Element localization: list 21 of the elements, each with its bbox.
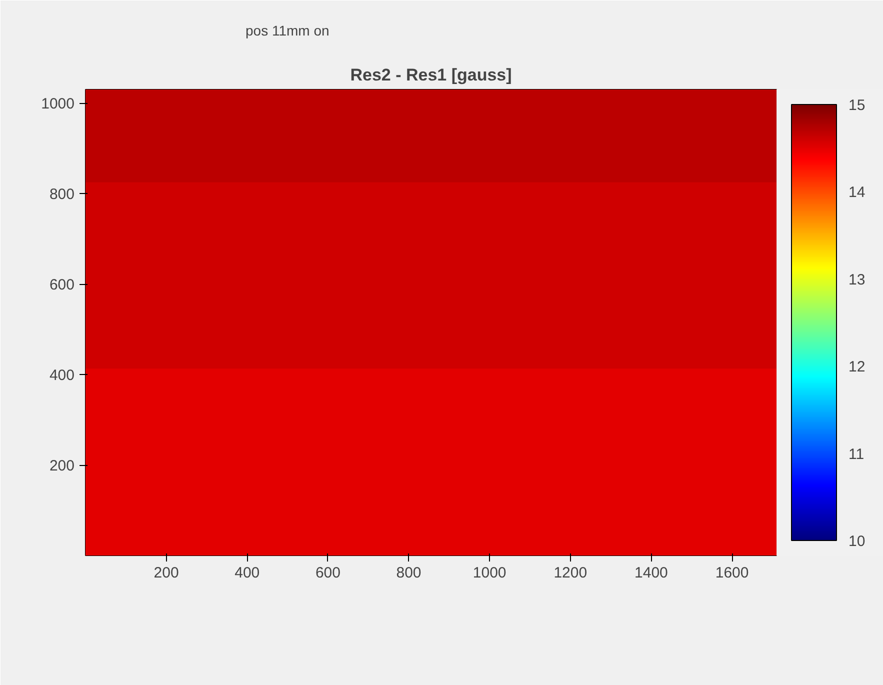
x-tick-label: 800	[396, 564, 422, 582]
color-bar-label: 10	[848, 533, 866, 550]
color-bar-label: 15	[848, 97, 866, 114]
y-tick-label: 400	[49, 367, 75, 384]
text: pos 11mm on	[246, 22, 330, 38]
x-tick-label: 400	[234, 564, 260, 582]
x-tick-label: 600	[315, 564, 340, 582]
x-tick-label: 1400	[634, 564, 668, 582]
color-bar-label: 11	[848, 446, 864, 463]
y-tick-label: 1000	[41, 96, 75, 113]
chart-title: Res2 - Res1 [gauss]	[350, 66, 512, 84]
x-tick-label: 1000	[472, 564, 506, 582]
y-tick-label: 200	[49, 458, 75, 475]
y-tick-label: 800	[49, 186, 75, 204]
color-bar-label: 13	[848, 271, 866, 288]
color-bar-label: 14	[848, 184, 866, 202]
x-tick-label: 200	[154, 564, 179, 582]
x-tick-label: 1200	[554, 564, 588, 582]
color-bar-label: 12	[848, 358, 866, 376]
y-tick-label: 600	[49, 276, 75, 294]
x-tick-label: 1600	[715, 564, 749, 582]
